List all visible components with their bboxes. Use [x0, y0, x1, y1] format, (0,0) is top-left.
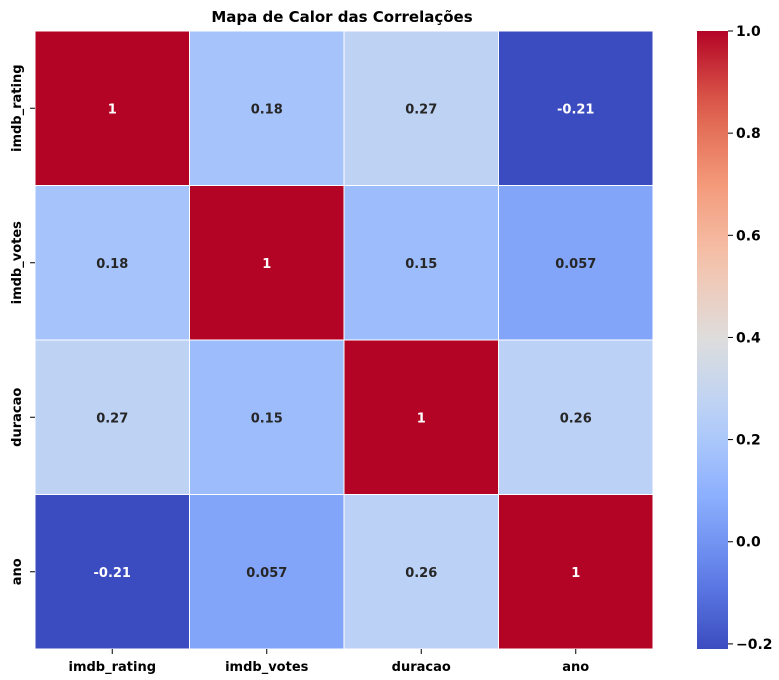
- heatmap-cell-duracao-imdb-votes: [189, 339, 345, 495]
- colorbar-tick-label: −0.2: [736, 637, 773, 653]
- x-tick-label: imdb_rating: [68, 660, 156, 675]
- cell-annotation: 0.27: [96, 411, 128, 426]
- y-tick-label: duracao: [10, 388, 25, 447]
- cell-annotation: 0.18: [251, 102, 283, 117]
- x-tick-label: ano: [562, 660, 589, 675]
- colorbar-tick-label: 0.4: [736, 330, 761, 346]
- heatmap-cell-duracao-ano: [498, 339, 654, 495]
- cell-annotation: 0.15: [405, 257, 437, 272]
- heatmap-cell-imdb-votes-imdb-votes: [189, 185, 345, 341]
- heatmap-cell-imdb-rating-imdb-votes: [189, 30, 345, 186]
- y-tick-label: ano: [10, 558, 25, 585]
- heatmap-cell-ano-ano: [498, 494, 654, 650]
- cell-annotation: -0.21: [94, 566, 131, 581]
- cell-annotation: 1: [108, 102, 117, 117]
- heatmap-cell-ano-duracao: [343, 494, 499, 650]
- y-tick-label: imdb_votes: [10, 221, 25, 305]
- colorbar-tick-label: 0.8: [736, 126, 761, 142]
- cell-annotation: 1: [417, 411, 426, 426]
- cell-annotation: 0.15: [251, 411, 283, 426]
- heatmap-cell-ano-imdb-rating: [34, 494, 190, 650]
- colorbar: −0.2 0.0 0.2 0.4 0.6 0.8 1.0: [697, 24, 773, 653]
- chart-title: Mapa de Calor das Correlações: [211, 8, 472, 26]
- y-tick-label: imdb_rating: [10, 64, 25, 152]
- colorbar-tick-label: 0.2: [736, 433, 761, 449]
- heatmap-cells: 1 0.18 0.27 -0.21 0.18 1 0.15 0.057 0.27 0.15 1 0.2…: [34, 30, 654, 650]
- cell-annotation: 0.057: [246, 566, 287, 581]
- colorbar-tick-label: 1.0: [736, 24, 761, 40]
- cell-annotation: 1: [571, 566, 580, 581]
- heatmap-cell-ano-imdb-votes: [189, 494, 345, 650]
- colorbar-tick-label: 0.6: [736, 228, 761, 244]
- cell-annotation: 1: [262, 257, 271, 272]
- cell-annotation: 0.26: [560, 411, 592, 426]
- x-tick-label: duracao: [392, 660, 451, 675]
- heatmap-cell-imdb-rating-ano: [498, 30, 654, 186]
- heatmap-cell-imdb-rating-imdb-rating: [34, 30, 190, 186]
- colorbar-gradient: [697, 31, 728, 649]
- cell-annotation: 0.18: [96, 257, 128, 272]
- x-axis: imdb_rating imdb_votes duracao ano: [68, 649, 589, 675]
- x-tick-label: imdb_votes: [225, 660, 309, 675]
- heatmap-cell-imdb-votes-imdb-rating: [34, 185, 190, 341]
- cell-annotation: 0.26: [405, 566, 437, 581]
- cell-annotation: 0.27: [405, 102, 437, 117]
- heatmap-cell-imdb-votes-duracao: [343, 185, 499, 341]
- cell-annotation: -0.21: [557, 102, 594, 117]
- heatmap-cell-imdb-rating-duracao: [343, 30, 499, 186]
- colorbar-tick-label: 0.0: [736, 535, 761, 551]
- cell-annotation: 0.057: [555, 257, 596, 272]
- heatmap-cell-imdb-votes-ano: [498, 185, 654, 341]
